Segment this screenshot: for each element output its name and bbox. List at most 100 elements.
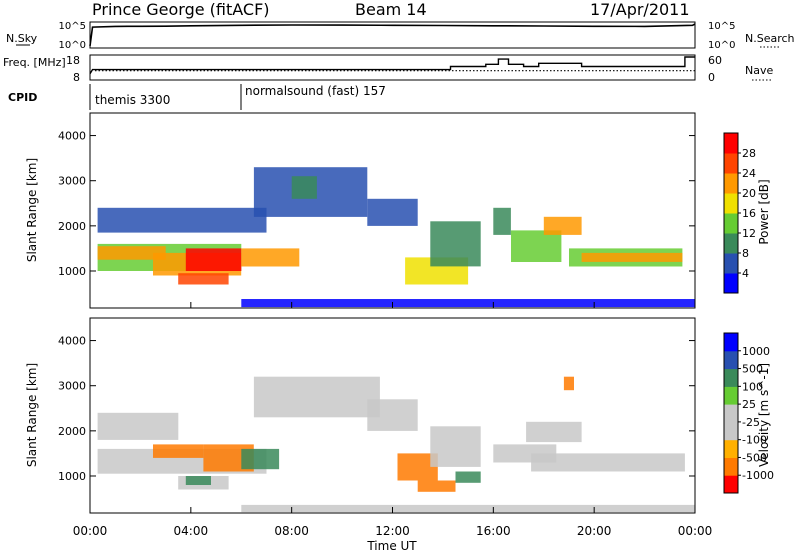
power-patch-9 xyxy=(367,198,418,226)
velocity-patch-2 xyxy=(153,444,204,458)
velocity-patch-12 xyxy=(430,426,481,467)
velocity-colorbar-swatch-0 xyxy=(724,475,738,494)
power-colorbar: 4 8 12 16 20 24 28 xyxy=(723,132,756,294)
power-heatmap xyxy=(97,167,696,308)
noise-right-label: N.Search xyxy=(745,32,795,45)
noise-sky-line xyxy=(89,23,696,47)
velocity-colorbar-tick-label-4: 25 xyxy=(742,398,756,411)
power-colorbar-swatch-6 xyxy=(724,153,738,174)
velocity-colorbar-tick-label-2: -100 xyxy=(742,434,767,447)
velocity-patch-1 xyxy=(97,412,179,440)
power-patch-3 xyxy=(185,248,242,271)
power-colorbar-swatch-3 xyxy=(724,213,738,234)
velocity-colorbar-tick-label-3: -25 xyxy=(742,416,760,429)
velocity-patch-4 xyxy=(241,448,280,470)
x-axis-label: Time UT xyxy=(366,539,417,553)
power-panel: 1000 2000 3000 4000 Slant Range [km] 4 8 12 16… xyxy=(25,112,771,309)
noise-right-tick-top: 10^5 xyxy=(708,21,735,32)
velocity-colorbar-tick-label-1: -500 xyxy=(742,451,767,464)
power-patch-6 xyxy=(241,248,300,267)
power-colorbar-label: Power [dB] xyxy=(757,179,771,244)
power-ytick-label-4000: 4000 xyxy=(58,130,86,143)
velocity-patch-14 xyxy=(531,453,685,472)
velocity-colorbar-swatch-4 xyxy=(724,404,738,423)
velocity-colorbar-swatch-7 xyxy=(724,350,738,370)
power-colorbar-swatch-7 xyxy=(724,133,738,154)
velocity-colorbar-swatch-6 xyxy=(724,368,738,387)
power-colorbar-swatch-1 xyxy=(724,253,738,274)
power-patch-8 xyxy=(291,176,317,199)
noise-panel-frame xyxy=(89,21,696,49)
velocity-patch-7 xyxy=(253,376,380,418)
time-tick-label-0: 00:00 xyxy=(73,524,108,538)
velocity-ytick-label-1000: 1000 xyxy=(58,470,86,483)
velocity-colorbar-tick-label-5: 100 xyxy=(742,380,763,393)
noise-left-tick-top: 10^5 xyxy=(59,21,86,32)
power-colorbar-swatch-2 xyxy=(724,233,738,254)
velocity-patch-11 xyxy=(455,471,481,483)
beam-title: Beam 14 xyxy=(355,0,427,19)
velocity-y-axis-label: Slant Range [km] xyxy=(25,363,39,467)
power-ytick-label-1000: 1000 xyxy=(58,265,86,278)
velocity-panel: 1000 2000 3000 4000 00:00 04:00 08:00 12:00 16:… xyxy=(25,317,774,553)
power-colorbar-swatch-5 xyxy=(724,173,738,194)
time-x-axis: 00:00 04:00 08:00 12:00 16:00 20:00 00:00 xyxy=(73,507,713,538)
velocity-colorbar-tick-label-7: 1000 xyxy=(742,345,770,358)
power-ytick-label-2000: 2000 xyxy=(58,220,86,233)
velocity-patch-8 xyxy=(367,399,418,431)
velocity-colorbar-swatch-2 xyxy=(724,439,738,458)
frequency-left-label: Freq. [MHz] xyxy=(3,56,66,69)
power-colorbar-tick-label-4: 20 xyxy=(742,187,756,200)
frequency-panel-frame xyxy=(89,54,696,81)
time-tick-label-1: 04:00 xyxy=(174,524,209,538)
power-y-axis-label: Slant Range [km] xyxy=(25,158,39,262)
velocity-colorbar-swatch-3 xyxy=(724,421,738,441)
velocity-heatmap xyxy=(97,376,696,513)
cpid-label: CPID xyxy=(8,91,37,104)
power-ytick-label-3000: 3000 xyxy=(58,175,86,188)
velocity-patch-15 xyxy=(526,421,582,443)
power-colorbar-tick-label-5: 24 xyxy=(742,167,756,180)
velocity-patch-6 xyxy=(185,476,211,485)
noise-right-tick-bottom: 10^0 xyxy=(708,40,735,51)
power-y-axis: 1000 2000 3000 4000 xyxy=(58,130,695,278)
time-tick-label-5: 20:00 xyxy=(577,524,612,538)
power-patch-1 xyxy=(97,246,166,260)
velocity-patch-10 xyxy=(417,480,456,492)
power-patch-13 xyxy=(511,230,562,262)
velocity-patch-16 xyxy=(563,376,574,391)
power-colorbar-swatch-4 xyxy=(724,193,738,214)
time-tick-label-6: 00:00 xyxy=(678,524,713,538)
velocity-y-axis: 1000 2000 3000 4000 xyxy=(58,335,695,483)
nave-label: Nave xyxy=(745,64,773,77)
power-colorbar-tick-label-3: 16 xyxy=(742,207,756,220)
velocity-colorbar-label: Velocity [m s^-1] xyxy=(757,363,771,467)
velocity-colorbar-swatch-8 xyxy=(724,333,738,352)
velocity-ytick-label-4000: 4000 xyxy=(58,335,86,348)
power-colorbar-tick-label-6: 28 xyxy=(742,147,756,160)
power-patch-16 xyxy=(581,252,683,262)
velocity-colorbar-frame xyxy=(723,332,739,494)
frequency-left-tick-top: 18 xyxy=(66,54,80,67)
time-tick-label-2: 08:00 xyxy=(274,524,309,538)
noise-left-tick-bottom: 10^0 xyxy=(59,40,86,51)
frequency-right-tick-top: 60 xyxy=(708,54,722,67)
cpid-segment-2: normalsound (fast) 157 xyxy=(245,84,386,98)
date-title: 17/Apr/2011 xyxy=(590,0,690,19)
velocity-colorbar-swatch-5 xyxy=(724,386,738,405)
velocity-colorbar-tick-label-6: 500 xyxy=(742,363,763,376)
velocity-ytick-label-2000: 2000 xyxy=(58,425,86,438)
velocity-ytick-label-3000: 3000 xyxy=(58,380,86,393)
velocity-patch-17 xyxy=(241,504,696,513)
power-patch-11 xyxy=(430,221,481,267)
cpid-segment-1: themis 3300 xyxy=(95,93,170,107)
velocity-colorbar-swatch-1 xyxy=(724,457,738,476)
power-patch-14 xyxy=(543,216,582,235)
power-patch-12 xyxy=(493,207,511,235)
power-x-ticks xyxy=(89,302,696,308)
time-tick-label-4: 16:00 xyxy=(476,524,511,538)
frequency-panel: Freq. [MHz] 18 8 60 0 Nave xyxy=(3,54,773,84)
noise-left-label: N.Sky xyxy=(6,32,38,45)
frequency-line xyxy=(89,56,695,75)
